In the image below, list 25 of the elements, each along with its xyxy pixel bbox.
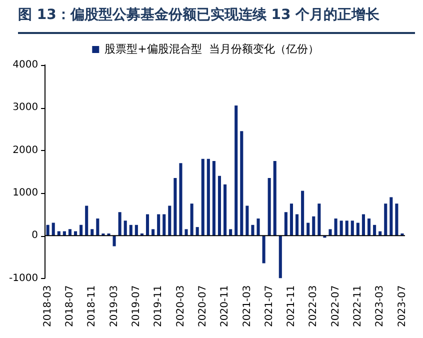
y-tick-label: 0 [32,230,38,242]
y-tick-label: 2000 [12,144,38,156]
x-tick-label: 2022-11 [352,285,364,328]
x-tick-label: 2020-07 [197,285,208,328]
y-tick-label: -1000 [8,272,38,284]
chart-title: 图 13：偏股型公募基金份额已实现连续 13 个月的正增长 [18,6,415,34]
x-tick-label: 2019-11 [153,285,164,328]
y-tick-label: 3000 [12,102,38,114]
x-tick-label: 2018-07 [64,285,76,328]
y-tick-label: 1000 [12,188,38,199]
x-tick-label: 2018-03 [42,285,54,328]
x-tick-label: 2021-03 [242,285,253,328]
y-tick-label: 4000 [12,60,38,71]
x-tick-label: 2022-03 [308,285,320,328]
x-tick-label: 2022-07 [330,285,342,328]
x-tick-label: 2023-03 [374,285,386,328]
x-tick-label: 2020-03 [175,285,186,328]
x-tick-label: 2018-11 [86,285,98,328]
x-tick-label: 2023-07 [396,285,408,328]
x-tick-label: 2020-11 [220,285,231,328]
x-tick-label: 2021-11 [286,285,298,328]
x-tick-label: 2021-07 [264,285,275,328]
x-tick-label: 2019-03 [108,285,120,328]
x-tick-label: 2019-07 [131,285,142,328]
legend-label: 股票型+偏股混合型 当月份额变化（亿份） [104,42,319,56]
